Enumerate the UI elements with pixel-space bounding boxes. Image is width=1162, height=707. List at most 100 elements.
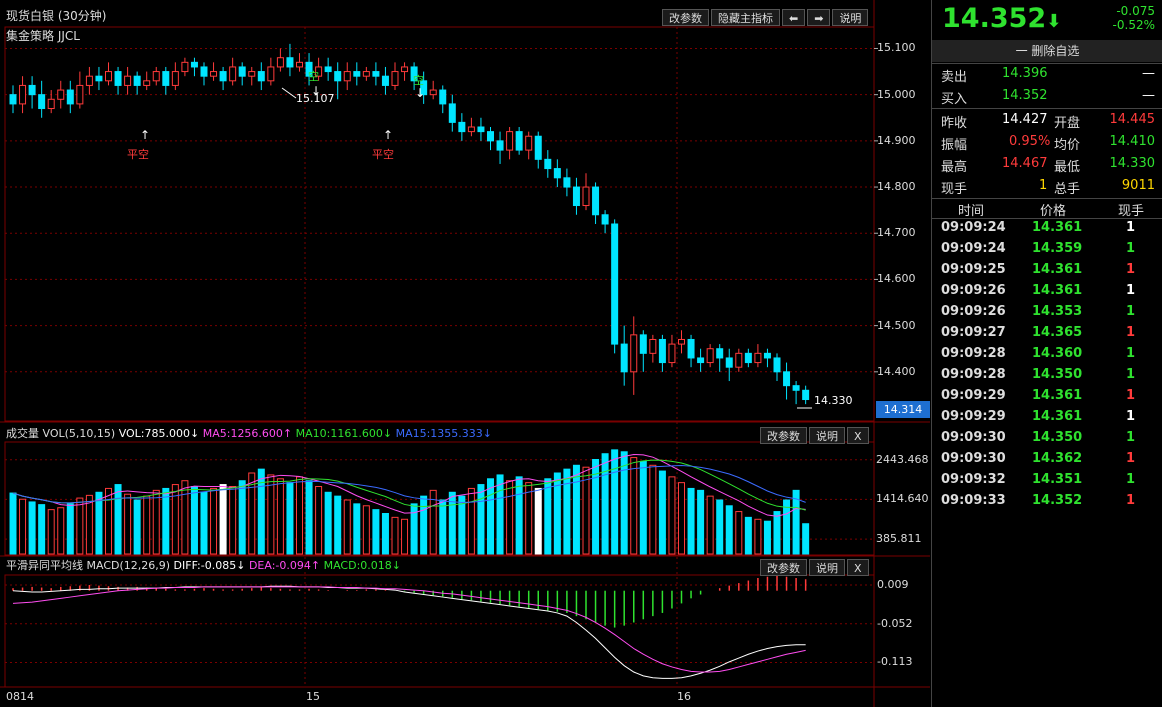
tick-row: 09:09:24 14.361 1 <box>932 220 1162 241</box>
high-price-annotation: 15.107 <box>296 92 335 105</box>
quote-panel: 14.352⬇ -0.075 -0.52% 一 删除自选 卖出 14.396 —… <box>931 0 1162 707</box>
candle <box>563 177 571 188</box>
volume-bar <box>171 484 179 555</box>
y-tick-label: 14.900 <box>877 133 916 147</box>
candle <box>114 71 122 86</box>
candle <box>143 80 151 86</box>
short-signal: 空 <box>413 74 424 87</box>
volume-help-button[interactable]: 说明 <box>809 427 845 444</box>
tick-volume: 1 <box>1125 388 1135 403</box>
tick-time: 09:09:27 <box>941 325 1006 340</box>
volume-bar <box>286 482 294 555</box>
volume-bar <box>28 501 36 555</box>
up-arrow-icon: ↑ <box>383 128 394 142</box>
tick-row: 09:09:24 14.359 1 <box>932 241 1162 262</box>
y-tick-label: 1414.640 <box>876 492 929 506</box>
tick-volume: 1 <box>1125 451 1135 466</box>
volume-close-button[interactable]: X <box>847 427 869 444</box>
candle <box>401 66 409 73</box>
tick-time: 09:09:33 <box>941 493 1006 508</box>
volume-bar <box>592 459 600 555</box>
candle <box>678 338 685 345</box>
volume-bar <box>190 486 198 555</box>
ask-row: 卖出 14.396 — <box>941 66 1155 85</box>
tick-time: 09:09:24 <box>941 241 1006 256</box>
main-help-button[interactable]: 说明 <box>832 9 869 26</box>
volume-bar <box>678 482 685 555</box>
volume-ma-line <box>12 459 806 511</box>
macd-params-button[interactable]: 改参数 <box>760 559 807 576</box>
candle <box>9 94 17 105</box>
volume-bar <box>687 487 695 555</box>
candle <box>620 343 628 373</box>
volume-bar <box>334 495 342 555</box>
volume-bar <box>219 484 227 555</box>
tick-row: 09:09:28 14.360 1 <box>932 346 1162 367</box>
annotation-leader <box>281 87 297 99</box>
tick-volume: 1 <box>1125 220 1135 235</box>
main-params-button[interactable]: 改参数 <box>662 9 709 26</box>
tick-row: 09:09:28 14.350 1 <box>932 367 1162 388</box>
hide-main-indicator-button[interactable]: 隐藏主指标 <box>711 9 780 26</box>
volume-ma10: MA10:1161.600↓ <box>295 427 393 440</box>
candle <box>448 103 456 123</box>
volume-bar <box>716 499 724 555</box>
tick-volume: 1 <box>1125 409 1135 424</box>
y-tick-label: 15.100 <box>877 41 916 55</box>
y-tick-label: 385.811 <box>876 532 922 546</box>
volume-bar <box>38 504 46 555</box>
candle <box>697 357 705 364</box>
volume-bar <box>143 495 151 555</box>
candle <box>467 126 475 133</box>
volume-bar <box>95 491 103 555</box>
volume-ma-line <box>12 465 806 504</box>
tick-time: 09:09:25 <box>941 262 1006 277</box>
volume-bar <box>381 513 389 555</box>
volume-bar <box>697 489 705 555</box>
candle <box>181 61 189 73</box>
candle <box>572 186 580 207</box>
candle <box>210 71 218 77</box>
volume-bar <box>296 476 303 555</box>
candle <box>105 71 112 82</box>
candle <box>658 338 666 364</box>
candle <box>124 75 132 86</box>
candle <box>286 57 294 68</box>
chart-area[interactable]: 现货白银 (30分钟) 集金策略 JJCL 改参数 隐藏主指标 ⬅ ➡ 说明 1… <box>0 0 930 707</box>
macd-close-button[interactable]: X <box>847 559 869 576</box>
candle <box>582 186 590 207</box>
candle <box>28 84 36 96</box>
scroll-right-button[interactable]: ➡ <box>807 9 831 26</box>
candle <box>296 61 303 68</box>
tick-volume: 1 <box>1125 346 1135 361</box>
remove-watchlist-button[interactable]: 一 删除自选 <box>932 40 1162 62</box>
y-tick-label: -0.052 <box>877 616 913 630</box>
macd-header: 平滑异同平均线 MACD(12,26,9) DIFF:-0.085↓ DEA:-… <box>6 557 401 575</box>
candle <box>687 338 695 359</box>
volume-bar <box>372 509 380 555</box>
tick-price: 14.359 <box>1032 241 1083 256</box>
y-tick-label: 0.009 <box>877 577 909 591</box>
candle <box>630 334 638 373</box>
volume-bar <box>257 468 265 555</box>
volume-bar <box>76 497 84 555</box>
tick-row: 09:09:29 14.361 1 <box>932 409 1162 430</box>
candle <box>171 71 179 86</box>
volume-bar <box>735 511 743 555</box>
tick-volume: 1 <box>1125 304 1135 319</box>
volume-bar <box>534 487 542 555</box>
tick-volume: 1 <box>1125 430 1135 445</box>
volume-params-button[interactable]: 改参数 <box>760 427 807 444</box>
volume-ma15: MA15:1355.333↓ <box>395 427 492 440</box>
candle <box>506 131 514 151</box>
candle <box>353 71 361 77</box>
scroll-left-button[interactable]: ⬅ <box>782 9 806 26</box>
tick-row: 09:09:32 14.351 1 <box>932 472 1162 493</box>
volume-bar <box>162 487 170 555</box>
volume-bar <box>152 489 160 555</box>
volume-bar <box>553 472 561 555</box>
macd-help-button[interactable]: 说明 <box>809 559 845 576</box>
candle <box>487 131 494 142</box>
tick-volume: 1 <box>1125 241 1135 256</box>
volume-bar <box>725 505 733 555</box>
